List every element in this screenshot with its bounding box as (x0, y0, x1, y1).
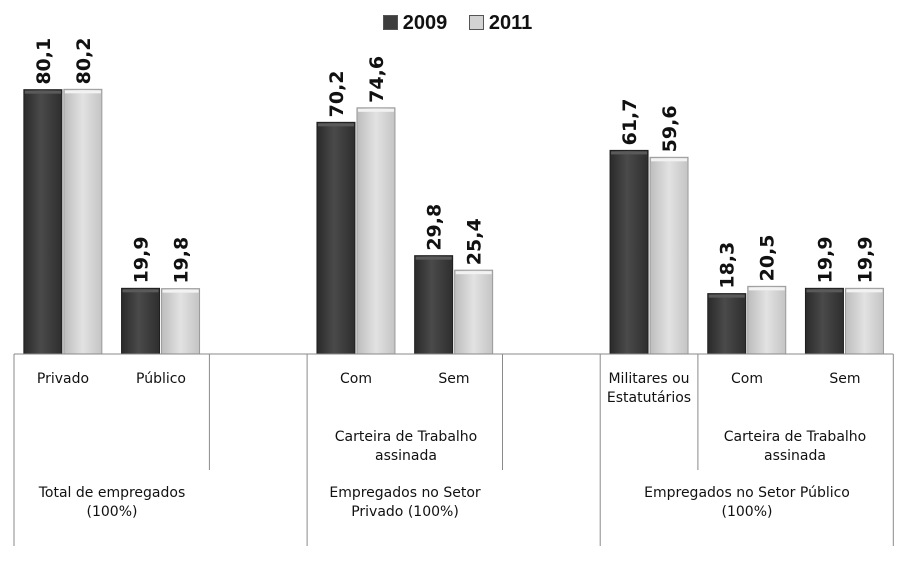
legend-label-2011: 2011 (488, 12, 533, 35)
bar-top-2011-1 (64, 90, 101, 94)
category-label-publico: Público (136, 371, 186, 387)
value-label-2009-6: 18,3 (717, 242, 739, 289)
bar-2011-5 (649, 156, 689, 355)
legend: 2009 2011 (0, 12, 915, 35)
value-label-2009-5: 61,7 (619, 98, 641, 145)
bar-top-2011-5 (651, 158, 688, 162)
bar-2009-7 (804, 287, 844, 355)
bar-top-2011-4 (455, 271, 492, 275)
bar-2009-1 (23, 89, 63, 355)
bar-top-2011-3 (357, 108, 394, 112)
value-label-2011-3: 74,6 (366, 56, 388, 103)
value-label-2009-2: 19,9 (131, 236, 153, 283)
category-label-sem-publico: Sem (829, 371, 861, 387)
subgroup-label-carteira-publico: Carteira de Trabalho assinada (723, 429, 867, 464)
bar-top-2009-7 (806, 289, 843, 293)
bar-2011-7 (844, 287, 884, 355)
value-label-2011-2: 19,8 (171, 237, 193, 284)
category-label-privado: Privado (36, 371, 90, 387)
category-label-militares: Militares ou Estatutários (606, 371, 692, 406)
bar-2011-3 (356, 107, 396, 355)
value-label-2011-4: 25,4 (464, 218, 486, 265)
category-label-com-privado: Com (340, 371, 372, 387)
value-label-2009-7: 19,9 (814, 236, 836, 283)
value-label-2011-1: 80,2 (73, 37, 95, 84)
bar-2011-4 (454, 269, 494, 355)
value-label-2011-6: 20,5 (757, 234, 779, 281)
bar-2009-3 (316, 121, 356, 355)
category-label-sem-privado: Sem (438, 371, 470, 387)
bar-top-2009-3 (317, 123, 354, 127)
value-label-2009-1: 80,1 (33, 38, 55, 85)
group-label-setor-privado: Empregados no Setor Privado (100%) (329, 485, 481, 520)
group-label-total: Total de empregados (100%) (38, 485, 186, 520)
value-label-2009-4: 29,8 (424, 204, 446, 251)
bar-2011-2 (161, 288, 201, 355)
bar-top-2009-5 (611, 151, 648, 155)
bar-top-2009-4 (415, 256, 452, 260)
bar-top-2009-6 (708, 294, 745, 298)
bar-top-2009-1 (24, 90, 61, 94)
legend-item-2009: 2009 (382, 12, 448, 35)
subgroup-label-carteira-privado: Carteira de Trabalho assinada (334, 429, 478, 464)
value-label-2009-3: 70,2 (326, 70, 348, 117)
bar-2009-2 (121, 287, 161, 355)
bar-2011-1 (63, 88, 103, 355)
bar-top-2011-7 (846, 289, 883, 293)
legend-label-2009: 2009 (402, 12, 448, 35)
bar-top-2011-6 (748, 287, 785, 291)
bar-2009-5 (609, 149, 649, 355)
value-label-2011-5: 59,6 (659, 105, 681, 152)
bar-2009-4 (414, 255, 454, 355)
legend-item-2011: 2011 (468, 12, 533, 35)
bar-2009-6 (707, 293, 747, 355)
category-label-com-publico: Com (731, 371, 763, 387)
bar-2011-6 (747, 285, 787, 355)
legend-swatch-2009 (382, 15, 398, 31)
bar-top-2011-2 (162, 289, 199, 293)
legend-swatch-2011 (468, 15, 484, 31)
value-label-2011-7: 19,9 (854, 236, 876, 283)
bar-top-2009-2 (122, 289, 159, 293)
group-label-setor-publico: Empregados no Setor Público (100%) (644, 485, 850, 520)
